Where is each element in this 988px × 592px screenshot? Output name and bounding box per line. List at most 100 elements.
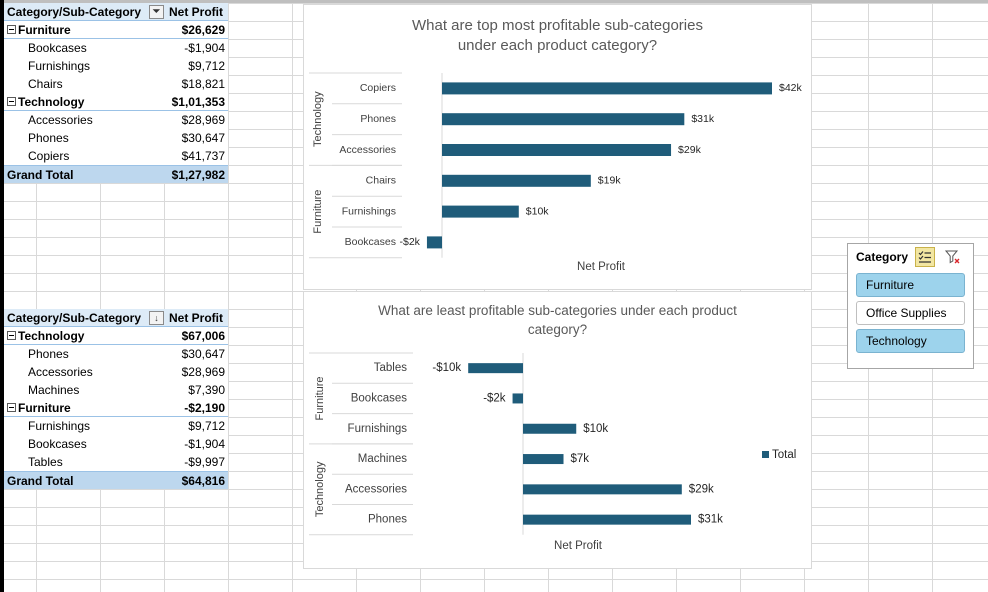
pivot-table-top[interactable]: Category/Sub-Category ⏷ Net Profit Furni…	[4, 3, 228, 183]
collapse-icon[interactable]	[7, 331, 16, 340]
data-label: -$2k	[400, 236, 421, 248]
legend-swatch	[762, 451, 769, 458]
row-label: Bookcases	[28, 437, 87, 451]
collapse-icon[interactable]	[7, 25, 16, 34]
data-label: $19k	[598, 175, 622, 187]
pivot-subcategory-row[interactable]: Bookcases -$1,904	[4, 39, 228, 57]
bar	[442, 113, 685, 126]
row-value: $9,712	[188, 419, 225, 433]
row-value: $26,629	[181, 22, 225, 37]
pivot-subcategory-row[interactable]: Chairs $18,821	[4, 75, 228, 93]
data-label: $10k	[526, 205, 550, 217]
row-value: $7,390	[188, 383, 225, 397]
collapse-icon[interactable]	[7, 97, 16, 106]
multiselect-icon[interactable]	[915, 247, 935, 267]
pivot-table-bottom[interactable]: Category/Sub-Category ↓ Net Profit Techn…	[4, 309, 228, 489]
row-value: $28,969	[181, 113, 225, 127]
row-value: $1,01,353	[171, 94, 225, 109]
bar	[523, 423, 577, 434]
x-axis-title: Net Profit	[577, 261, 626, 273]
grand-total-label: Grand Total	[7, 167, 74, 182]
pivot-category-row[interactable]: Furniture $26,629	[4, 21, 228, 39]
row-label: Furniture	[18, 400, 71, 415]
chart-title: What are least profitable sub-categories…	[378, 303, 737, 337]
bar	[426, 236, 442, 249]
row-label: Phones	[28, 347, 69, 361]
row-value: $67,006	[181, 328, 225, 343]
category-tick-label: Tables	[374, 362, 407, 374]
row-value: $30,647	[181, 131, 225, 145]
row-label: Tables	[28, 455, 63, 469]
bar	[523, 484, 682, 495]
pivot-subcategory-row[interactable]: Bookcases -$1,904	[4, 435, 228, 453]
pivot-category-row[interactable]: Technology $1,01,353	[4, 93, 228, 111]
category-slicer[interactable]: Category Furniture Office Supplies Technol…	[847, 243, 974, 369]
row-label: Technology	[18, 328, 85, 343]
pivot-value-header: Net Profit	[169, 4, 223, 19]
pivot-subcategory-row[interactable]: Tables -$9,997	[4, 453, 228, 471]
category-tick-label: Bookcases	[345, 236, 396, 248]
x-axis-title: Net Profit	[554, 540, 603, 552]
row-label: Bookcases	[28, 41, 87, 55]
category-tick-label: Furnishings	[348, 423, 408, 435]
clear-filter-icon[interactable]	[943, 247, 963, 267]
pivot-value-header: Net Profit	[169, 310, 223, 325]
data-label: $42k	[779, 82, 803, 94]
grand-total-value: $1,27,982	[171, 167, 225, 182]
bar	[442, 174, 591, 187]
sort-dropdown-icon[interactable]: ↓	[149, 310, 164, 325]
pivot-subcategory-row[interactable]: Accessories $28,969	[4, 111, 228, 129]
grand-total-value: $64,816	[181, 473, 225, 488]
pivot-grand-total-row[interactable]: Grand Total $64,816	[4, 471, 228, 489]
pivot-subcategory-row[interactable]: Furnishings $9,712	[4, 57, 228, 75]
row-label: Chairs	[28, 77, 63, 91]
row-value: -$9,997	[184, 455, 225, 469]
pivot-subcategory-row[interactable]: Furnishings $9,712	[4, 417, 228, 435]
pivot-subcategory-row[interactable]: Accessories $28,969	[4, 363, 228, 381]
group-label: Furniture	[314, 376, 326, 420]
row-value: $41,737	[181, 149, 225, 163]
chart-top-profitable[interactable]: What are top most profitable sub-categor…	[303, 4, 812, 290]
slicer-item[interactable]: Technology	[856, 329, 965, 353]
row-value: -$2,190	[184, 400, 225, 415]
row-value: -$1,904	[184, 437, 225, 451]
column-header-strip	[0, 0, 988, 3]
row-label: Furnishings	[28, 59, 91, 73]
pivot-grand-total-row[interactable]: Grand Total $1,27,982	[4, 165, 228, 183]
category-tick-label: Phones	[368, 514, 407, 526]
row-label: Copiers	[28, 149, 70, 163]
row-label: Furnishings	[28, 419, 91, 433]
row-label: Machines	[28, 383, 80, 397]
data-label: -$2k	[483, 392, 506, 404]
category-tick-label: Phones	[360, 113, 396, 125]
pivot-body: Furniture $26,629 Bookcases -$1,904 Furnishi…	[4, 21, 228, 165]
pivot-subcategory-row[interactable]: Machines $7,390	[4, 381, 228, 399]
data-label: $7k	[571, 453, 590, 465]
category-tick-label: Accessories	[339, 144, 396, 156]
bar	[442, 144, 672, 156]
data-label: -$10k	[432, 362, 461, 374]
bar	[442, 205, 519, 218]
pivot-category-row[interactable]: Furniture -$2,190	[4, 399, 228, 417]
slicer-item[interactable]: Furniture	[856, 273, 965, 297]
slicer-item[interactable]: Office Supplies	[856, 301, 965, 325]
data-label: $31k	[698, 514, 723, 526]
row-header-strip	[0, 0, 4, 592]
row-value: $28,969	[181, 365, 225, 379]
chart-title: What are top most profitable sub-categor…	[412, 17, 703, 54]
pivot-category-row[interactable]: Technology $67,006	[4, 327, 228, 345]
pivot-subcategory-row[interactable]: Phones $30,647	[4, 129, 228, 147]
row-value: -$1,904	[184, 41, 225, 55]
chart-least-profitable[interactable]: What are least profitable sub-categories…	[303, 291, 812, 569]
row-value: $18,821	[181, 77, 225, 91]
category-tick-label: Bookcases	[351, 392, 408, 404]
group-label: Technology	[314, 461, 326, 517]
pivot-row-label-header: Category/Sub-Category	[7, 4, 142, 19]
bar	[523, 514, 691, 525]
pivot-subcategory-row[interactable]: Copiers $41,737	[4, 147, 228, 165]
collapse-icon[interactable]	[7, 403, 16, 412]
bar	[512, 393, 523, 404]
data-label: $10k	[583, 423, 608, 435]
pivot-subcategory-row[interactable]: Phones $30,647	[4, 345, 228, 363]
filter-dropdown-icon[interactable]: ⏷	[149, 4, 164, 19]
